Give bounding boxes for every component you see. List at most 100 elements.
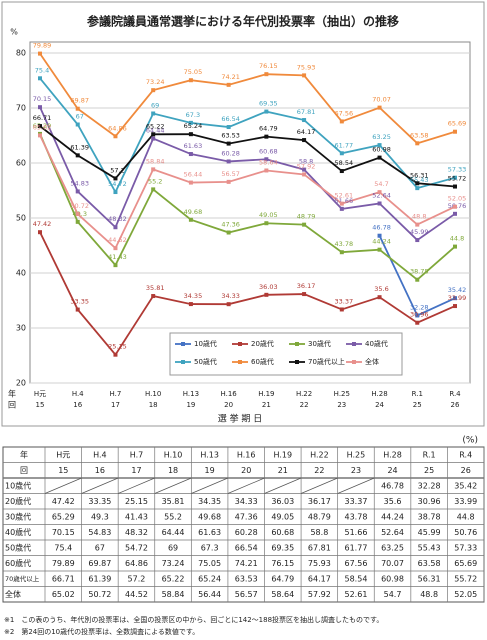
data-point bbox=[188, 132, 193, 137]
data-point bbox=[264, 109, 269, 114]
x-tick-label: H.28 bbox=[371, 390, 387, 398]
data-point bbox=[113, 263, 118, 268]
x-tick-label: 15 bbox=[36, 401, 45, 409]
table-header: 21 bbox=[278, 466, 288, 475]
table-cell: 65.69 bbox=[454, 559, 477, 568]
table-cell: 43.78 bbox=[345, 512, 368, 521]
x-tick-label: 18 bbox=[149, 401, 158, 409]
table-cell: 69.87 bbox=[88, 559, 111, 568]
data-point bbox=[226, 125, 231, 130]
data-label: 52.05 bbox=[448, 195, 467, 203]
data-point bbox=[377, 201, 382, 206]
data-point bbox=[302, 73, 307, 78]
data-label: 67.81 bbox=[297, 108, 316, 116]
table-cell: 49.05 bbox=[271, 512, 294, 521]
table-cell: 60.98 bbox=[381, 574, 404, 583]
table-cell: 45.99 bbox=[418, 528, 441, 537]
data-label: 58.54 bbox=[335, 159, 354, 167]
legend-label: 30歳代 bbox=[308, 339, 331, 348]
data-point bbox=[415, 277, 420, 282]
data-label: 69.35 bbox=[259, 100, 278, 108]
data-point bbox=[113, 352, 118, 357]
data-point bbox=[453, 129, 457, 134]
table-row-label: 10歳代 bbox=[5, 480, 31, 490]
x-tick-label: H.4 bbox=[72, 390, 84, 398]
x-tick-label: 20 bbox=[224, 401, 233, 409]
legend-marker bbox=[352, 360, 356, 364]
legend-marker bbox=[181, 342, 185, 346]
data-point bbox=[75, 307, 80, 312]
data-label: 73.24 bbox=[146, 78, 165, 86]
legend-marker bbox=[238, 360, 242, 364]
table-cell: 38.78 bbox=[418, 512, 441, 521]
data-point bbox=[377, 105, 382, 110]
data-point bbox=[226, 302, 231, 307]
legend-label: 50歳代 bbox=[194, 357, 217, 366]
table-cell: 64.86 bbox=[125, 559, 148, 568]
data-point bbox=[453, 211, 457, 216]
data-point bbox=[38, 133, 42, 138]
data-label: 69.87 bbox=[70, 97, 89, 105]
table-cell: 60.68 bbox=[271, 528, 294, 537]
table-cell: 61.39 bbox=[88, 574, 111, 583]
x-tick-label: 22 bbox=[300, 401, 309, 409]
table-cell: 33.37 bbox=[345, 497, 368, 506]
data-label: 60.68 bbox=[259, 147, 278, 155]
data-label: 66.71 bbox=[33, 114, 52, 122]
data-label: 35.42 bbox=[448, 286, 467, 294]
data-label: 48.32 bbox=[108, 215, 127, 223]
x-tick-label: H.22 bbox=[296, 390, 312, 398]
data-label: 48.8 bbox=[412, 213, 426, 221]
data-point bbox=[453, 304, 457, 309]
data-label: 49.68 bbox=[184, 208, 203, 216]
data-label: 33.99 bbox=[448, 294, 467, 302]
data-point bbox=[415, 320, 420, 325]
data-point bbox=[38, 51, 42, 56]
x-tick-label: R.1 bbox=[412, 390, 423, 398]
table-cell: 65.24 bbox=[198, 574, 221, 583]
data-point bbox=[339, 307, 344, 312]
table-cell: 55.43 bbox=[418, 543, 441, 552]
data-label: 56.44 bbox=[184, 171, 203, 179]
series-line bbox=[39, 135, 456, 250]
data-label: 63.25 bbox=[372, 133, 391, 141]
data-point bbox=[302, 138, 307, 143]
table-note: ※1 この表のうち、年代別の投票率は、全国の投票区の中から、回ごとに142～18… bbox=[4, 615, 383, 624]
empty-cell-slash bbox=[191, 477, 229, 494]
data-label: 54.83 bbox=[70, 179, 89, 187]
data-label: 49.05 bbox=[259, 211, 278, 219]
data-point bbox=[302, 222, 307, 227]
table-header: H.4 bbox=[93, 450, 107, 459]
data-point bbox=[415, 313, 420, 318]
data-label: 79.89 bbox=[33, 42, 52, 50]
y-tick-label: 60 bbox=[16, 159, 26, 168]
series-line bbox=[39, 106, 456, 242]
data-point bbox=[113, 176, 118, 181]
data-point bbox=[188, 302, 193, 307]
table-cell: 49.3 bbox=[91, 512, 109, 521]
table-cell: 61.63 bbox=[198, 528, 221, 537]
table-row-label: 60歳代 bbox=[5, 558, 31, 568]
data-label: 65.22 bbox=[146, 122, 165, 130]
series-line bbox=[39, 77, 456, 194]
table-cell: 79.89 bbox=[52, 559, 75, 568]
table-cell: 69 bbox=[168, 543, 178, 552]
legend-label: 70歳代以上 bbox=[308, 357, 345, 366]
x-tick-label: H.16 bbox=[220, 390, 237, 398]
table-cell: 30.96 bbox=[418, 497, 441, 506]
table-cell: 52.05 bbox=[454, 590, 477, 599]
x-tick-label: 17 bbox=[111, 401, 120, 409]
data-point bbox=[38, 124, 42, 129]
data-label: 66.54 bbox=[221, 115, 240, 123]
data-label: 44.52 bbox=[108, 236, 127, 244]
data-point bbox=[113, 246, 118, 251]
data-point bbox=[264, 157, 269, 162]
table-header: 18 bbox=[168, 466, 178, 475]
table-cell: 54.72 bbox=[125, 543, 148, 552]
data-point bbox=[302, 292, 307, 297]
data-point bbox=[151, 167, 156, 172]
data-point bbox=[75, 212, 80, 217]
empty-cell-slash bbox=[227, 477, 265, 494]
table-cell: 55.2 bbox=[164, 512, 182, 521]
